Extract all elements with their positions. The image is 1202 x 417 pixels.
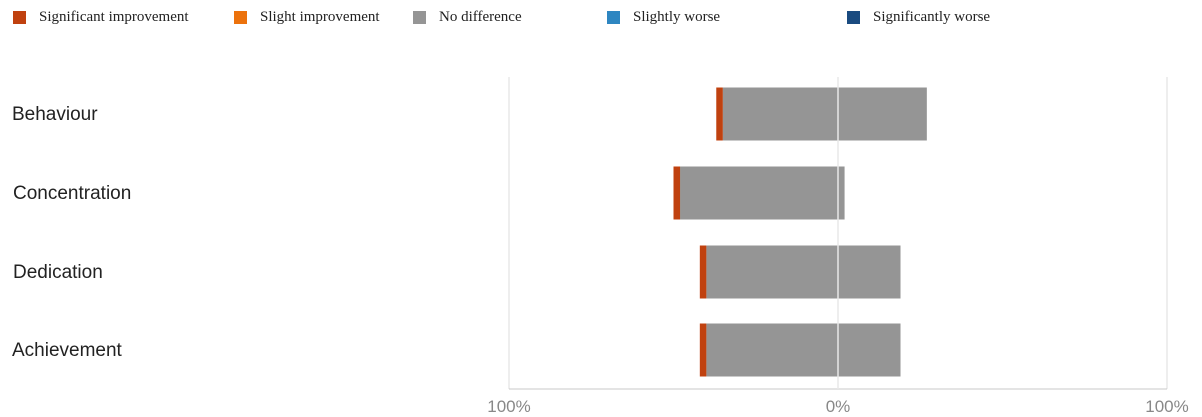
x-tick-label: 0%: [826, 397, 851, 416]
x-tick-label: 100%: [487, 397, 530, 416]
legend-swatch: [847, 11, 860, 24]
legend-item-significant-improvement: Significant improvement: [13, 9, 189, 26]
legend-label: Significant improvement: [39, 9, 189, 25]
legend-label: Slightly worse: [633, 9, 721, 25]
bar-concentration-significant-improvement: [673, 166, 681, 220]
legend-label: No difference: [439, 9, 522, 25]
category-label-behaviour: Behaviour: [12, 104, 98, 125]
legend-item-significantly-worse: Significantly worse: [847, 9, 990, 26]
category-label-concentration: Concentration: [13, 183, 131, 204]
bar-achievement-significant-improvement: [699, 323, 707, 377]
bar-behaviour-no-difference: [722, 87, 927, 141]
x-tick-label: 100%: [1145, 397, 1188, 416]
legend-label: Slight improvement: [260, 9, 380, 25]
legend-swatch: [413, 11, 426, 24]
legend-label: Significantly worse: [873, 9, 991, 25]
legend-item-slight-improvement: Slight improvement: [234, 9, 380, 26]
bar-dedication-significant-improvement: [699, 245, 707, 299]
chart-legend: Significant improvement Slight improvemen…: [0, 0, 1202, 36]
category-labels-layer: Behaviour Concentration Dedication Achievem…: [12, 104, 131, 361]
legend-item-no-difference: No difference: [413, 9, 522, 26]
bars-layer: [673, 87, 927, 377]
legend-swatch: [234, 11, 247, 24]
category-label-achievement: Achievement: [12, 340, 123, 361]
bar-behaviour-significant-improvement: [716, 87, 723, 141]
category-label-dedication: Dedication: [13, 262, 103, 283]
bar-dedication-no-difference: [706, 245, 901, 299]
axis-layer: 100% 0% 100%: [487, 77, 1189, 416]
bar-concentration-no-difference: [680, 166, 845, 220]
legend-swatch: [607, 11, 620, 24]
bar-achievement-no-difference: [706, 323, 901, 377]
legend-swatch: [13, 11, 26, 24]
legend-item-slightly-worse: Slightly worse: [607, 9, 720, 26]
